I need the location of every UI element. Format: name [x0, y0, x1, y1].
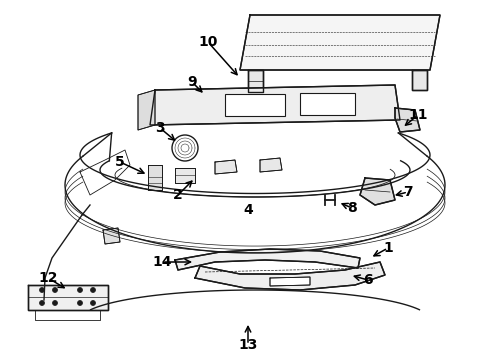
- Text: 5: 5: [115, 155, 125, 169]
- Circle shape: [77, 301, 82, 306]
- Text: 14: 14: [152, 255, 172, 269]
- Text: 8: 8: [347, 201, 357, 215]
- Polygon shape: [195, 262, 385, 290]
- Text: 13: 13: [238, 338, 258, 352]
- Text: 10: 10: [198, 35, 218, 49]
- Text: 1: 1: [383, 241, 393, 255]
- Polygon shape: [248, 70, 263, 92]
- Text: 11: 11: [408, 108, 428, 122]
- Text: 4: 4: [243, 203, 253, 217]
- Polygon shape: [138, 90, 155, 130]
- Polygon shape: [215, 160, 237, 174]
- Polygon shape: [240, 15, 440, 70]
- Circle shape: [91, 288, 96, 292]
- Circle shape: [40, 301, 45, 306]
- Polygon shape: [270, 277, 310, 286]
- Polygon shape: [150, 85, 400, 125]
- Text: 2: 2: [173, 188, 183, 202]
- Polygon shape: [395, 108, 420, 132]
- Polygon shape: [175, 249, 360, 270]
- Text: 12: 12: [38, 271, 58, 285]
- Text: 3: 3: [155, 121, 165, 135]
- Polygon shape: [103, 228, 120, 244]
- Bar: [225, 94, 285, 116]
- Polygon shape: [148, 165, 162, 190]
- Bar: [300, 93, 355, 115]
- Circle shape: [40, 288, 45, 292]
- Polygon shape: [412, 70, 427, 90]
- Polygon shape: [175, 168, 195, 183]
- Circle shape: [91, 301, 96, 306]
- Polygon shape: [360, 178, 395, 205]
- Text: 7: 7: [403, 185, 413, 199]
- Circle shape: [52, 288, 57, 292]
- Circle shape: [52, 301, 57, 306]
- Text: 6: 6: [363, 273, 373, 287]
- Circle shape: [77, 288, 82, 292]
- Polygon shape: [28, 285, 108, 310]
- Polygon shape: [260, 158, 282, 172]
- Text: 9: 9: [187, 75, 197, 89]
